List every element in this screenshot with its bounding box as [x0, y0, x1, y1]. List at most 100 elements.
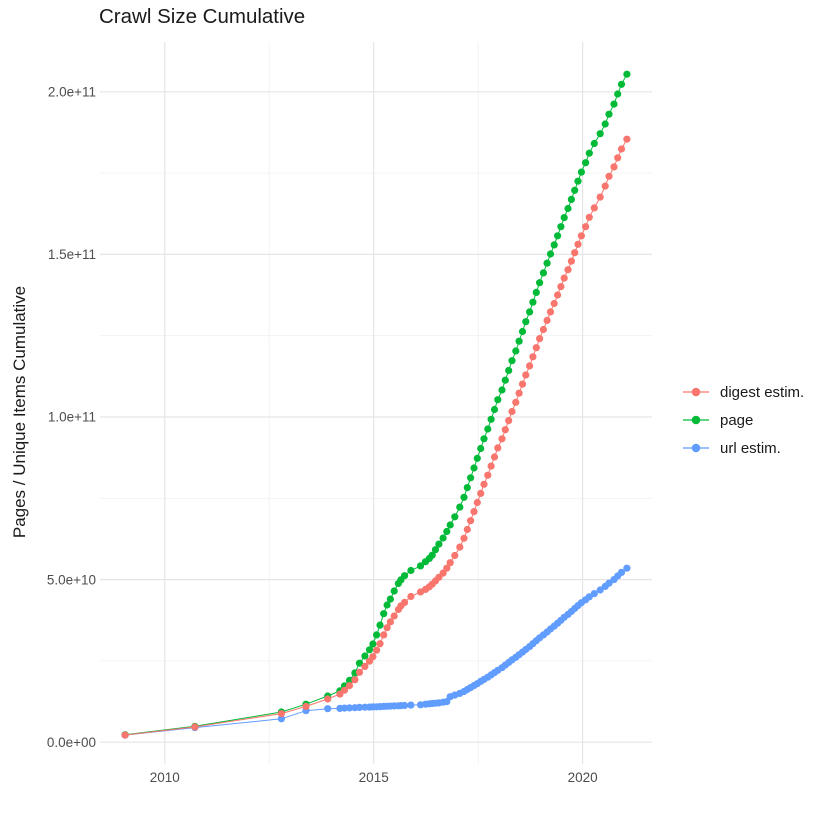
data-point: [390, 587, 398, 595]
data-point: [515, 337, 523, 345]
data-point: [536, 335, 544, 343]
data-point: [121, 731, 129, 739]
data-point: [518, 327, 527, 336]
data-point: [383, 601, 391, 609]
data-point: [345, 676, 354, 685]
data-point: [302, 702, 310, 711]
data-point: [550, 299, 558, 308]
y-tick-label: 2.0e+11: [48, 85, 96, 100]
data-point: [446, 521, 454, 529]
data-point: [373, 646, 381, 654]
data-point: [546, 250, 555, 258]
legend-key-icon: [683, 443, 709, 453]
data-point: [345, 682, 354, 690]
gridlines: [100, 42, 652, 764]
data-point: [446, 559, 454, 567]
data-point: [480, 480, 488, 488]
data-point: [577, 232, 586, 240]
data-point: [345, 704, 354, 712]
series-page: [121, 70, 631, 739]
data-point: [585, 149, 593, 157]
data-point: [401, 701, 409, 710]
data-point: [355, 668, 364, 676]
data-point: [590, 204, 598, 212]
data-point: [610, 163, 618, 171]
data-point: [386, 595, 394, 603]
data-point: [508, 407, 516, 416]
data-point: [376, 640, 384, 648]
data-point: [539, 325, 548, 334]
data-point: [601, 182, 609, 190]
data-point: [554, 232, 562, 240]
data-point: [532, 288, 540, 296]
data-point: [498, 435, 506, 443]
legend-key-dot: [691, 387, 701, 397]
data-point: [443, 564, 451, 572]
data-point: [512, 347, 520, 355]
data-point: [536, 279, 544, 287]
data-point: [557, 283, 565, 291]
data-point: [407, 701, 415, 709]
data-point: [401, 598, 409, 607]
data-point: [439, 534, 447, 542]
data-point: [529, 298, 537, 306]
data-point: [554, 291, 562, 299]
data-point: [614, 154, 622, 162]
data-point: [546, 308, 555, 316]
data-point: [373, 631, 381, 639]
data-point: [473, 454, 481, 462]
data-point: [567, 195, 576, 203]
data-point: [355, 703, 364, 712]
data-point: [470, 508, 478, 516]
data-point: [443, 527, 451, 536]
data-point: [484, 425, 492, 433]
data-point: [508, 357, 516, 365]
data-point: [543, 316, 551, 324]
data-point: [522, 371, 530, 379]
data-point: [539, 269, 548, 277]
data-point: [277, 715, 285, 723]
legend-item-digest-estim: digest estim.: [682, 378, 804, 406]
data-point: [494, 396, 502, 404]
data-point: [416, 562, 425, 570]
data-point: [386, 618, 394, 626]
data-point: [494, 444, 502, 452]
data-point: [467, 517, 475, 525]
x-tick-label: 2015: [359, 770, 389, 785]
data-point: [564, 204, 572, 213]
data-point: [501, 376, 509, 384]
data-point: [365, 646, 374, 654]
data-point: [460, 534, 468, 542]
y-tick-label: 5.0e+10: [47, 572, 96, 587]
data-point: [451, 513, 459, 521]
data-point: [515, 389, 523, 397]
legend-key-icon: [683, 387, 709, 397]
data-point: [277, 710, 285, 718]
data-point: [473, 498, 481, 507]
data-point: [505, 366, 513, 375]
data-point: [605, 172, 613, 180]
data-point: [431, 546, 440, 554]
legend-label: url estim.: [720, 439, 781, 457]
data-point: [439, 569, 447, 577]
data-point: [435, 540, 443, 548]
data-point: [467, 474, 475, 482]
data-point: [557, 223, 565, 231]
data-point: [324, 705, 332, 713]
data-point: [582, 159, 590, 167]
data-point: [490, 405, 499, 414]
axis-tick-labels: 0.0e+00 5.0e+10 1.0e+11 1.5e+11 2.0e+11 2010 2…: [47, 85, 598, 785]
data-point: [383, 624, 391, 632]
legend-label: page: [720, 411, 754, 429]
data-point: [512, 398, 520, 406]
data-point: [567, 257, 576, 265]
data-point: [601, 120, 609, 128]
x-tick-label: 2010: [150, 770, 180, 785]
legend-key-dot: [691, 415, 701, 425]
legend-item-page: page: [682, 406, 804, 434]
data-point: [574, 177, 582, 185]
chart-title: Crawl Size Cumulative: [99, 5, 306, 28]
data-point: [487, 415, 495, 423]
data-point: [571, 249, 579, 257]
